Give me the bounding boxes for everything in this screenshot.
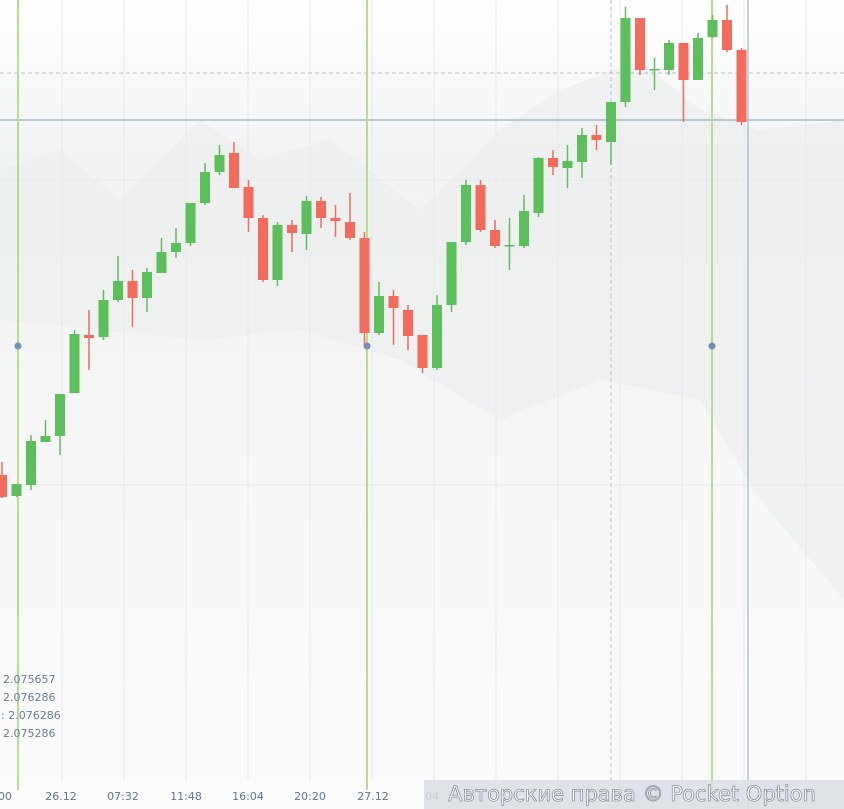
candle-body xyxy=(606,102,616,142)
day-marker xyxy=(14,342,22,350)
candle-body xyxy=(0,475,7,497)
day-marker xyxy=(708,342,716,350)
candle-body xyxy=(707,20,718,37)
labels: 0026.1207:3211:4816:0420:2027.12042.0756… xyxy=(0,673,439,803)
candle-body xyxy=(649,69,660,71)
candle-body xyxy=(127,281,138,298)
candle-body xyxy=(258,218,268,280)
x-tick-label: 00 xyxy=(0,790,12,803)
candle-body xyxy=(461,185,471,242)
candle-body xyxy=(113,281,123,300)
candle-body xyxy=(693,38,703,80)
candle-body xyxy=(577,135,587,162)
candle-body xyxy=(84,335,94,338)
candle-body xyxy=(272,225,283,280)
candle-body xyxy=(359,238,370,333)
mountain-backdrop xyxy=(0,60,844,600)
candle-body xyxy=(374,296,384,333)
candle-body xyxy=(26,441,36,485)
candle-body xyxy=(562,161,573,168)
x-tick-label: 07:32 xyxy=(107,790,139,803)
candle-body xyxy=(403,310,413,336)
candle-body xyxy=(432,305,442,368)
candle-body xyxy=(533,158,544,213)
candle-body xyxy=(69,334,80,393)
candle-body xyxy=(55,394,65,436)
candle-body xyxy=(490,230,500,246)
candle-body xyxy=(678,43,689,80)
candle-body xyxy=(11,484,22,496)
candle-body xyxy=(156,252,167,273)
candle-body xyxy=(301,201,312,234)
x-tick-label: 11:48 xyxy=(170,790,202,803)
candle-body xyxy=(345,222,355,238)
candle-body xyxy=(316,201,326,218)
candle-body xyxy=(446,242,457,305)
candle-body xyxy=(664,43,674,70)
grid xyxy=(0,0,844,780)
candle-body xyxy=(229,153,239,188)
candle-body xyxy=(214,155,225,172)
ohlc-info: : 2.076286 xyxy=(1,709,61,722)
x-tick-label: 20:20 xyxy=(294,790,326,803)
candle-body xyxy=(736,50,747,122)
x-tick-label: 16:04 xyxy=(232,790,264,803)
candle-body xyxy=(40,436,51,442)
candle-body xyxy=(548,158,558,167)
candle-body xyxy=(330,218,341,221)
candle-body xyxy=(504,245,515,247)
candle-body xyxy=(98,300,109,337)
ohlc-info: 2.075657 xyxy=(3,673,56,686)
candle-body xyxy=(185,203,196,243)
watermark: Авторские права © Pocket Option xyxy=(448,782,816,806)
candle-body xyxy=(519,211,529,246)
candle-body xyxy=(620,18,631,102)
candle-body xyxy=(417,335,428,368)
candle-body xyxy=(142,272,152,298)
candle-body xyxy=(200,172,210,203)
candle-body xyxy=(388,296,399,308)
candle-body xyxy=(722,20,732,50)
ohlc-info: 2.075286 xyxy=(3,727,56,740)
candle-body xyxy=(287,225,297,233)
candle-body xyxy=(591,135,602,140)
candle-body xyxy=(475,185,486,230)
x-tick-label: 27.12 xyxy=(357,790,389,803)
candle-body xyxy=(243,187,254,218)
candle-body xyxy=(635,18,645,70)
candle-body xyxy=(171,243,181,252)
x-tick-label: 26.12 xyxy=(45,790,77,803)
watermark-box xyxy=(424,780,844,809)
ohlc-info: 2.076286 xyxy=(3,691,56,704)
